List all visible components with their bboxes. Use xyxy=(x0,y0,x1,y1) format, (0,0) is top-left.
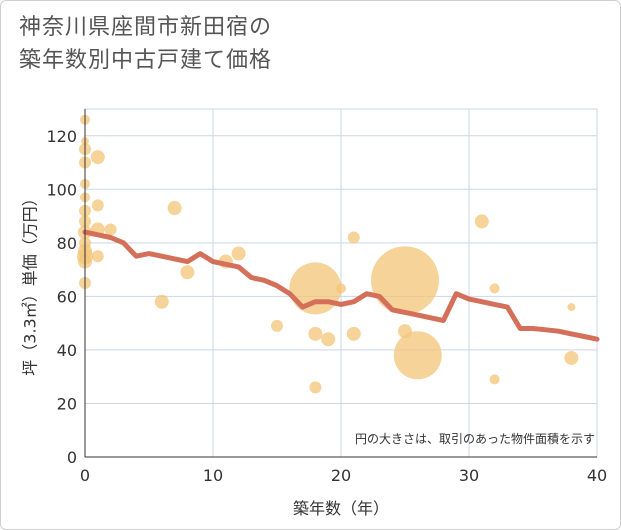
chart-title-line1: 神奈川県座間市新田宿の xyxy=(19,15,273,40)
x-tick-label: 10 xyxy=(203,466,223,485)
data-point xyxy=(564,350,579,365)
data-point xyxy=(90,150,105,165)
data-point xyxy=(474,214,489,229)
data-point xyxy=(346,326,361,341)
data-point xyxy=(289,262,342,315)
chart-title-line2: 築年数別中古戸建て価格 xyxy=(19,48,273,73)
data-point xyxy=(489,283,500,294)
data-point xyxy=(104,223,117,236)
data-point xyxy=(91,199,104,212)
x-axis-label: 築年数（年） xyxy=(293,499,389,518)
data-point xyxy=(309,381,322,394)
x-tick-label: 30 xyxy=(459,466,479,485)
x-tick-label: 40 xyxy=(587,466,607,485)
data-point xyxy=(393,331,442,380)
data-point xyxy=(347,231,360,244)
y-tick-label: 20 xyxy=(57,394,77,413)
data-point xyxy=(167,201,182,216)
grid xyxy=(84,108,598,458)
data-point xyxy=(271,319,283,332)
data-point xyxy=(231,246,246,261)
data-point xyxy=(308,326,323,341)
data-point xyxy=(489,374,500,385)
data-point xyxy=(321,332,336,347)
size-note: 円の大きさは、取引のあった物件面積を示す xyxy=(355,431,595,446)
data-point xyxy=(91,250,104,263)
x-tick-label: 0 xyxy=(80,466,90,485)
y-tick-label: 60 xyxy=(57,287,77,306)
y-tick-label: 80 xyxy=(57,234,77,253)
axes: 0 10 20 30 40 0 20 40 60 80 100 120 xyxy=(46,109,607,485)
y-axis-label: 坪（3.3㎡）単価（万円） xyxy=(21,190,40,375)
data-point xyxy=(371,246,439,315)
x-tick-label: 20 xyxy=(331,466,351,485)
chart-title: 神奈川県座間市新田宿の 築年数別中古戸建て価格 xyxy=(19,11,272,77)
y-tick-label: 40 xyxy=(57,341,77,360)
data-point xyxy=(336,283,346,294)
y-tick-label: 0 xyxy=(67,448,77,467)
data-point xyxy=(180,265,195,280)
y-tick-label: 100 xyxy=(46,180,77,199)
trend-line xyxy=(82,229,600,342)
data-point xyxy=(154,294,169,309)
data-point xyxy=(567,303,576,312)
y-tick-label: 120 xyxy=(46,127,77,146)
